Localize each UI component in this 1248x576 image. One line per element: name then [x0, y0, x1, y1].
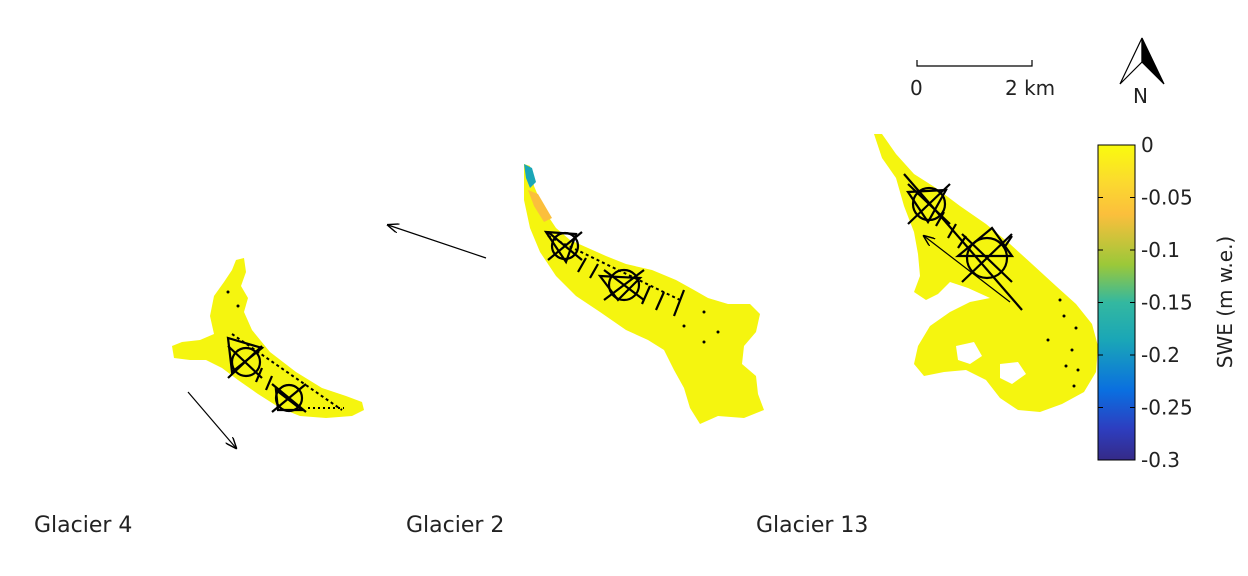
north-arrow-icon: N — [1119, 37, 1165, 108]
scale-bar-end-label: 2 km — [1005, 76, 1055, 100]
colorbar-tick-label: -0.25 — [1141, 396, 1193, 420]
colorbar: 0 -0.05 -0.1 -0.15 -0.2 -0.25 -0.3 SWE (m w.e.… — [1097, 133, 1237, 472]
glacier-2-survey-marks — [543, 230, 686, 317]
glacier-13-survey-marks — [903, 173, 1023, 311]
glacier-13-point-marks — [1046, 298, 1080, 388]
glacier-4-point-marks — [226, 290, 240, 308]
glacier-2-point-marks — [682, 310, 720, 344]
colorbar-gradient — [1097, 144, 1136, 461]
colorbar-tick-label: -0.05 — [1141, 186, 1193, 210]
north-label: N — [1133, 84, 1148, 108]
colorbar-title: SWE (m w.e.) — [1213, 236, 1237, 368]
colorbar-ticks: 0 -0.05 -0.1 -0.15 -0.2 -0.25 -0.3 — [1098, 133, 1193, 472]
glacier-13-outline — [874, 134, 1098, 412]
glacier-13-label: Glacier 13 — [756, 513, 868, 538]
flow-arrow-glacier-2 — [388, 225, 487, 259]
glacier-4-label: Glacier 4 — [34, 513, 132, 538]
colorbar-tick-label: -0.3 — [1141, 448, 1180, 472]
glacier-4-survey-marks — [226, 333, 344, 413]
scale-bar-start-label: 0 — [910, 76, 923, 100]
glacier-4-outline — [172, 258, 364, 418]
colorbar-tick-label: -0.1 — [1141, 238, 1180, 262]
flow-arrow-glacier-4 — [187, 391, 236, 448]
colorbar-tick-label: 0 — [1141, 133, 1154, 157]
scale-bar: 0 2 km — [910, 60, 1055, 100]
flow-arrow-glacier-13 — [924, 236, 1011, 303]
colorbar-tick-label: -0.15 — [1141, 291, 1193, 315]
colorbar-tick-label: -0.2 — [1141, 343, 1180, 367]
glacier-2-label: Glacier 2 — [406, 513, 504, 538]
glacier-2-outline — [524, 164, 764, 424]
